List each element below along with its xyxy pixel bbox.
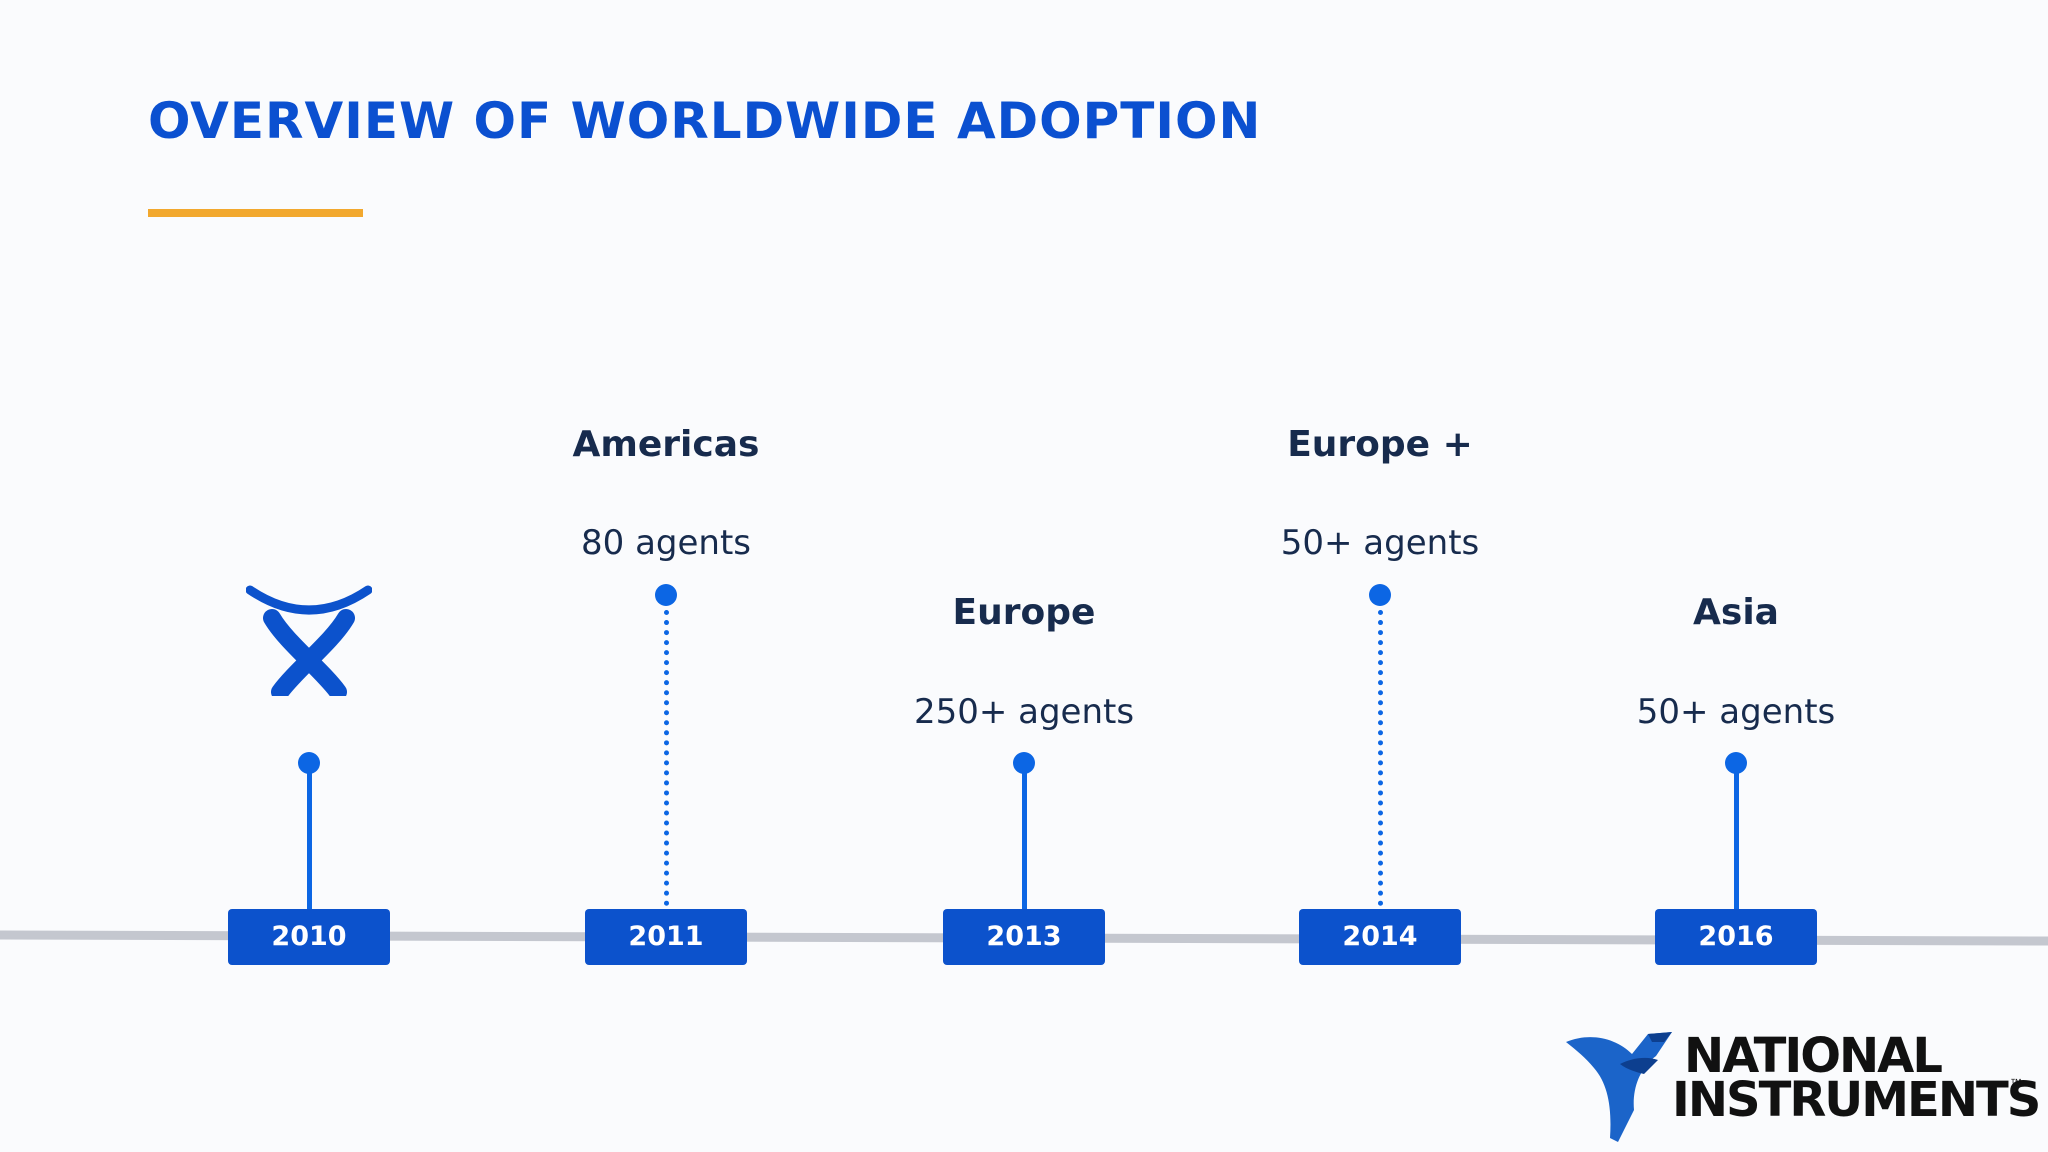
title-underline <box>148 209 363 217</box>
milestone-stem-dotted <box>664 600 669 906</box>
atlassian-logo-icon <box>246 585 372 696</box>
region-label: Americas <box>572 424 760 465</box>
national-instruments-logo: NATIONAL INSTRUMENTS ™ <box>1560 1028 2041 1148</box>
year-badge: 2014 <box>1299 909 1461 965</box>
national-instruments-eagle-icon <box>1566 1032 1672 1142</box>
year-badge: 2013 <box>943 909 1105 965</box>
milestone-stem-dotted <box>1378 600 1383 906</box>
milestone-stem-solid <box>1022 763 1027 911</box>
region-label: Europe <box>952 592 1096 633</box>
agent-count: 250+ agents <box>913 692 1135 732</box>
logo-text-line1: NATIONAL <box>1684 1028 1943 1084</box>
region-label: Europe + <box>1287 424 1473 465</box>
agent-count: 50+ agents <box>1636 692 1836 732</box>
milestone-dot <box>1369 584 1391 606</box>
milestone-stem-solid <box>1734 763 1739 911</box>
agent-count: 50+ agents <box>1280 523 1480 563</box>
trademark-mark: ™ <box>2010 1076 2022 1090</box>
year-badge: 2010 <box>228 909 390 965</box>
year-badge: 2016 <box>1655 909 1817 965</box>
slide-title: OVERVIEW OF WORLDWIDE ADOPTION <box>148 92 1262 150</box>
logo-text-line2: INSTRUMENTS <box>1672 1072 2041 1128</box>
milestone-stem-solid <box>307 763 312 911</box>
region-label: Asia <box>1693 592 1779 633</box>
year-badge: 2011 <box>585 909 747 965</box>
milestone-dot <box>655 584 677 606</box>
agent-count: 80 agents <box>581 523 751 563</box>
